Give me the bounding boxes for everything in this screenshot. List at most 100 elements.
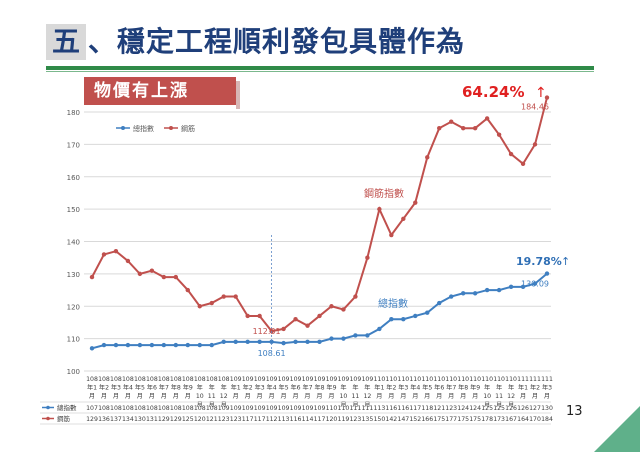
x-tick-label: 年9 xyxy=(470,384,480,392)
data-point xyxy=(508,151,514,157)
table-row-label: 鋼筋 xyxy=(57,414,71,423)
data-point xyxy=(401,317,406,322)
x-tick-label: 年7 xyxy=(159,384,169,392)
page-number: 13 xyxy=(566,404,583,419)
data-point xyxy=(484,116,490,121)
data-point xyxy=(377,326,382,332)
table-cell: 109 xyxy=(230,405,242,412)
data-table: 108年1月108年2月108年3月108年4月108年5月108年6月108年… xyxy=(40,376,553,425)
table-cell: 152 xyxy=(409,416,421,423)
x-tick-label: 月 xyxy=(233,393,239,400)
x-tick-label: 年7 xyxy=(302,384,312,392)
x-tick-label: 月 xyxy=(292,393,298,400)
data-point xyxy=(305,339,310,345)
data-point xyxy=(185,287,190,293)
series-line xyxy=(91,272,548,350)
x-tick-label: 月 xyxy=(412,393,418,400)
table-cell: 108 xyxy=(122,405,134,412)
y-axis: 100 110 120 130 140 150 160 170 180 xyxy=(67,109,80,376)
table-cell: 150 xyxy=(373,416,385,423)
y-tick-label: 140 xyxy=(67,239,80,247)
data-point xyxy=(233,294,238,299)
x-tick-label: 月 xyxy=(161,393,167,400)
data-point xyxy=(185,342,190,348)
x-tick-label: 111 xyxy=(517,376,529,383)
x-tick-label: 年8 xyxy=(314,384,324,392)
data-point xyxy=(257,339,262,345)
table-legend-marker xyxy=(46,405,50,410)
x-tick-label: 108 xyxy=(98,376,110,383)
table-cell: 116 xyxy=(385,405,397,412)
chart-series xyxy=(89,95,550,351)
table-cell: 135 xyxy=(361,416,373,423)
x-tick-label: 年1 xyxy=(231,384,241,392)
section-banner: 物價有上漲 xyxy=(84,77,240,109)
x-tick-label: 月 xyxy=(496,402,502,409)
x-tick-label: 111 xyxy=(529,376,541,383)
title-number: 五 xyxy=(46,24,87,60)
x-tick-label: 109 xyxy=(254,376,266,383)
x-tick-label: 109 xyxy=(302,376,314,383)
data-point xyxy=(89,274,95,280)
x-tick-label: 月 xyxy=(472,393,478,400)
x-tick-label: 年9 xyxy=(326,384,336,392)
x-tick-label: 110 xyxy=(385,376,397,383)
table-cell: 107 xyxy=(86,405,98,412)
y-tick-label: 160 xyxy=(67,174,80,182)
x-tick-label: 108 xyxy=(158,376,170,383)
data-point xyxy=(101,252,107,257)
x-tick-label: 年3 xyxy=(398,384,408,392)
legend-label: 總指數 xyxy=(133,124,154,133)
table-cell: 124 xyxy=(457,405,469,412)
data-point xyxy=(293,339,298,345)
x-tick-label: 109 xyxy=(278,376,290,383)
x-tick-label: 10 xyxy=(196,393,204,400)
data-point xyxy=(125,342,131,348)
x-tick-label: 110 xyxy=(397,376,409,383)
x-tick-label: 109 xyxy=(242,376,254,383)
table-cell: 109 xyxy=(314,405,326,412)
x-tick-label: 109 xyxy=(350,376,362,383)
title-text: 、穩定工程順利發包具體作為 xyxy=(88,25,466,58)
x-tick-label: 年 xyxy=(352,384,358,392)
x-tick-label: 月 xyxy=(125,393,131,400)
x-tick-label: 月 xyxy=(89,393,95,400)
data-point xyxy=(532,281,538,286)
steel-series-label: 鋼筋指數 xyxy=(364,187,404,200)
data-point xyxy=(305,323,310,328)
data-point xyxy=(257,313,262,319)
series-line xyxy=(91,97,548,333)
data-point xyxy=(281,340,286,346)
data-point xyxy=(329,336,334,341)
x-tick-label: 年4 xyxy=(123,384,133,392)
x-tick-label: 108 xyxy=(218,376,230,383)
data-point xyxy=(209,300,214,306)
table-cell: 108 xyxy=(170,405,182,412)
x-tick-label: 11 xyxy=(495,393,503,400)
x-tick-label: 月 xyxy=(197,402,203,409)
x-tick-label: 月 xyxy=(400,393,406,400)
data-point xyxy=(496,287,502,293)
table-cell: 175 xyxy=(469,416,481,423)
x-tick-label: 年4 xyxy=(410,384,420,392)
data-point xyxy=(389,232,394,238)
x-tick-label: 年6 xyxy=(434,384,444,392)
x-tick-label: 月 xyxy=(520,393,526,400)
data-point xyxy=(425,310,430,315)
data-point xyxy=(449,119,454,124)
data-point xyxy=(197,304,202,309)
x-tick-label: 月 xyxy=(328,393,334,400)
x-tick-label: 月 xyxy=(388,393,394,400)
table-cell: 184 xyxy=(541,416,553,423)
x-tick-label: 109 xyxy=(230,376,242,383)
data-point xyxy=(113,342,119,348)
x-tick-label: 10 xyxy=(340,393,348,400)
data-point xyxy=(197,342,202,348)
x-tick-label: 110 xyxy=(493,376,505,383)
x-tick-label: 月 xyxy=(173,393,179,400)
x-tick-label: 月 xyxy=(137,393,143,400)
data-point xyxy=(532,142,538,147)
data-point xyxy=(149,342,155,348)
table-cell: 129 xyxy=(86,416,98,423)
